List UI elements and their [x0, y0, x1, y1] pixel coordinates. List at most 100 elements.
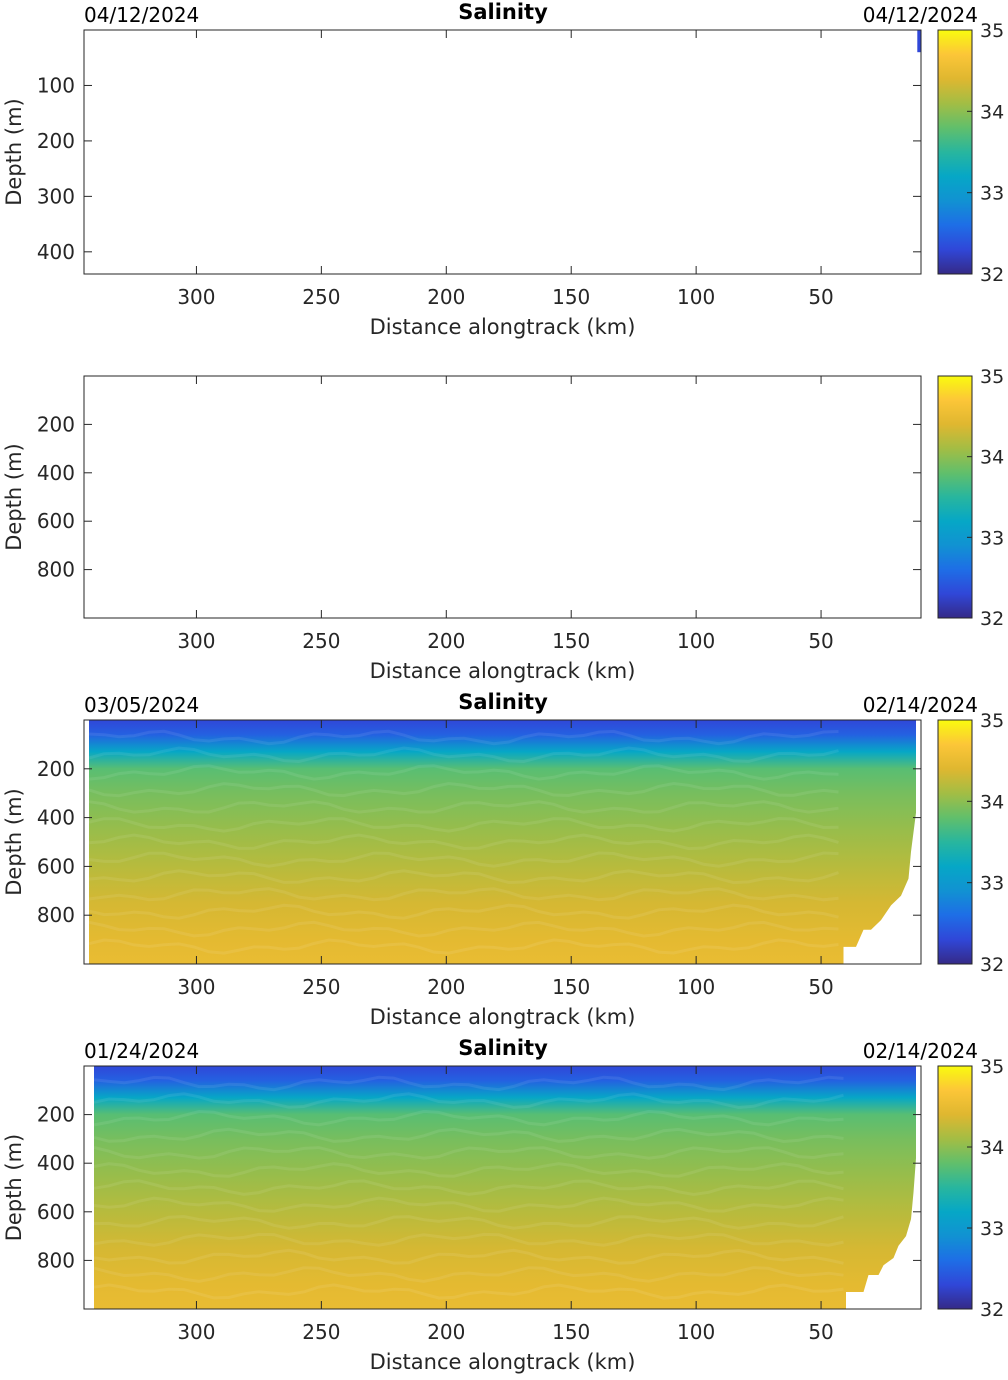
y-tick-label: 300 [37, 184, 75, 208]
y-axis-label: Depth (m) [2, 443, 26, 550]
chart-title: Salinity [458, 690, 548, 714]
panel-1: 300 250 200 150 100 50 100 200 300 400 Distance al… [2, 0, 1004, 339]
x-axis-label: Distance alongtrack (km) [370, 1005, 636, 1029]
x-axis-label: Distance alongtrack (km) [370, 1350, 636, 1374]
contour-band [88, 903, 839, 920]
x-tick-label: 100 [677, 629, 715, 653]
colorbar-tick-label: 33 [980, 1218, 1004, 1240]
y-axis-label: Depth (m) [2, 98, 26, 205]
date-left: 03/05/2024 [84, 693, 199, 717]
contour-band [93, 1248, 844, 1265]
contour-band [93, 1092, 844, 1110]
axes-box [83, 719, 922, 965]
panel-3: 300 250 200 150 100 50 200 400 600 800 Distance al… [2, 690, 1004, 1029]
x-tick-label: 250 [302, 285, 340, 309]
contour-band [93, 1266, 844, 1283]
x-tick-label: 300 [177, 285, 215, 309]
x-tick-label: 200 [427, 285, 465, 309]
salinity-cell [917, 30, 921, 53]
x-tick-label: 150 [552, 1320, 590, 1344]
contour-band [93, 1109, 844, 1127]
colorbar-tick-label: 33 [980, 873, 1004, 895]
axes-box [83, 375, 922, 619]
panel-2: 300 250 200 150 100 50 200 400 600 800 Distance al… [2, 366, 1004, 683]
panel-4: 300 250 200 150 100 50 200 400 600 800 Distance al… [2, 1036, 1004, 1374]
date-right: 02/14/2024 [863, 1039, 978, 1063]
x-axis-label: Distance alongtrack (km) [370, 659, 636, 683]
colorbar-tick-label: 34 [980, 447, 1004, 469]
x-tick-label: 200 [427, 975, 465, 999]
colorbar-tick-label: 34 [980, 791, 1004, 813]
x-tick-label: 300 [177, 975, 215, 999]
x-tick-label: 250 [302, 629, 340, 653]
chart-title: Salinity [458, 1036, 548, 1060]
y-tick-label: 100 [37, 73, 75, 97]
colorbar-tick-label: 34 [980, 1137, 1004, 1159]
date-right: 02/14/2024 [863, 693, 978, 717]
x-tick-label: 250 [302, 1320, 340, 1344]
colorbar [937, 1065, 973, 1310]
colorbar [937, 719, 973, 965]
x-tick-label: 150 [552, 629, 590, 653]
y-tick-label: 600 [37, 1200, 75, 1224]
contour-band [88, 746, 839, 764]
contour-band [93, 1127, 844, 1144]
y-tick-label: 800 [37, 1248, 75, 1272]
contour-band [88, 729, 839, 746]
x-tick-label: 100 [677, 285, 715, 309]
contour-band [88, 869, 839, 885]
x-tick-label: 50 [808, 629, 833, 653]
contour-band [93, 1214, 844, 1230]
colorbar-tick-label: 33 [980, 183, 1004, 205]
contour-band [93, 1075, 844, 1092]
axes-box [83, 29, 922, 275]
x-tick-label: 150 [552, 285, 590, 309]
colorbar-tick-label: 32 [980, 608, 1004, 630]
salinity-field [94, 1066, 916, 1309]
x-tick-label: 100 [677, 1320, 715, 1344]
x-tick-label: 200 [427, 1320, 465, 1344]
date-left: 04/12/2024 [84, 3, 199, 27]
y-tick-label: 400 [37, 1151, 75, 1175]
y-tick-label: 200 [37, 757, 75, 781]
contour-band [88, 764, 839, 781]
contour-band [88, 938, 839, 955]
y-tick-label: 600 [37, 509, 75, 533]
contour-band [93, 1232, 844, 1247]
y-tick-label: 800 [37, 558, 75, 582]
axes-box [83, 1065, 922, 1310]
colorbar-tick-label: 35 [980, 710, 1004, 732]
contour-band [88, 887, 839, 902]
contour-band [93, 1283, 844, 1300]
y-tick-label: 400 [37, 806, 75, 830]
contour-band [88, 851, 839, 868]
y-tick-label: 600 [37, 854, 75, 878]
x-tick-label: 150 [552, 975, 590, 999]
colorbar-tick-label: 35 [980, 20, 1004, 42]
y-tick-label: 400 [37, 461, 75, 485]
contour-band [88, 816, 839, 833]
colorbar-tick-label: 35 [980, 1056, 1004, 1078]
y-tick-label: 200 [37, 412, 75, 436]
x-tick-label: 50 [808, 285, 833, 309]
y-axis-label: Depth (m) [2, 788, 26, 895]
x-tick-label: 300 [177, 1320, 215, 1344]
y-axis-label: Depth (m) [2, 1134, 26, 1241]
x-tick-label: 50 [808, 1320, 833, 1344]
colorbar [937, 29, 973, 275]
salinity-field [89, 720, 916, 964]
chart-title: Salinity [458, 0, 548, 24]
y-tick-label: 800 [37, 903, 75, 927]
x-axis-label: Distance alongtrack (km) [370, 315, 636, 339]
contour-band [93, 1179, 844, 1197]
x-tick-label: 300 [177, 629, 215, 653]
date-right: 04/12/2024 [863, 3, 978, 27]
contour-band [93, 1146, 844, 1160]
colorbar-tick-label: 32 [980, 954, 1004, 976]
x-tick-label: 100 [677, 975, 715, 999]
contour-band [88, 920, 839, 938]
y-tick-label: 400 [37, 240, 75, 264]
x-tick-label: 250 [302, 975, 340, 999]
